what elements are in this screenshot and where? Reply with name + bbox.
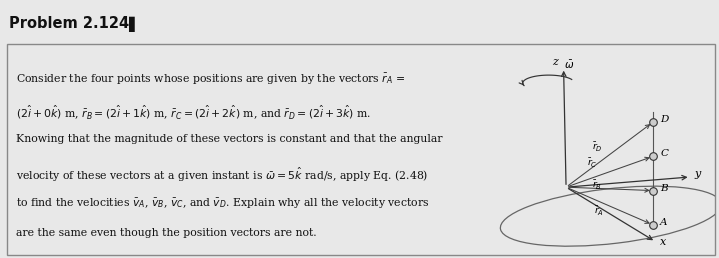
Text: Knowing that the magnitude of these vectors is constant and that the angular: Knowing that the magnitude of these vect… [16,134,442,144]
Text: velocity of these vectors at a given instant is $\bar{\omega} = 5\hat{k}$ rad/s,: velocity of these vectors at a given ins… [16,165,428,184]
Text: A: A [660,218,668,227]
Text: $(2\hat{i}+0\hat{k})$ m, $\bar{r}_B = (2\hat{i}+1\hat{k})$ m, $\bar{r}_C = (2\ha: $(2\hat{i}+0\hat{k})$ m, $\bar{r}_B = (2… [16,103,371,121]
Text: $\bar{r}_A$: $\bar{r}_A$ [595,205,605,218]
Text: $\bar{r}_D$: $\bar{r}_D$ [592,141,603,154]
Text: z: z [551,57,557,67]
Text: to find the velocities $\bar{v}_A$, $\bar{v}_B$, $\bar{v}_C$, and $\bar{v}_D$. E: to find the velocities $\bar{v}_A$, $\ba… [16,197,429,211]
Text: C: C [660,149,668,158]
Text: D: D [660,115,669,124]
Text: y: y [695,169,701,179]
Text: $\bar{\omega}$: $\bar{\omega}$ [564,59,574,71]
Text: Problem 2.124▌: Problem 2.124▌ [9,16,141,32]
Text: x: x [660,237,667,246]
Text: are the same even though the position vectors are not.: are the same even though the position ve… [16,228,316,238]
Text: $\bar{r}_C$: $\bar{r}_C$ [587,157,597,170]
Text: Consider the four points whose positions are given by the vectors $\bar{r}_A$ =: Consider the four points whose positions… [16,71,405,86]
Text: B: B [660,184,668,192]
Text: $\bar{r}_B$: $\bar{r}_B$ [592,179,602,192]
